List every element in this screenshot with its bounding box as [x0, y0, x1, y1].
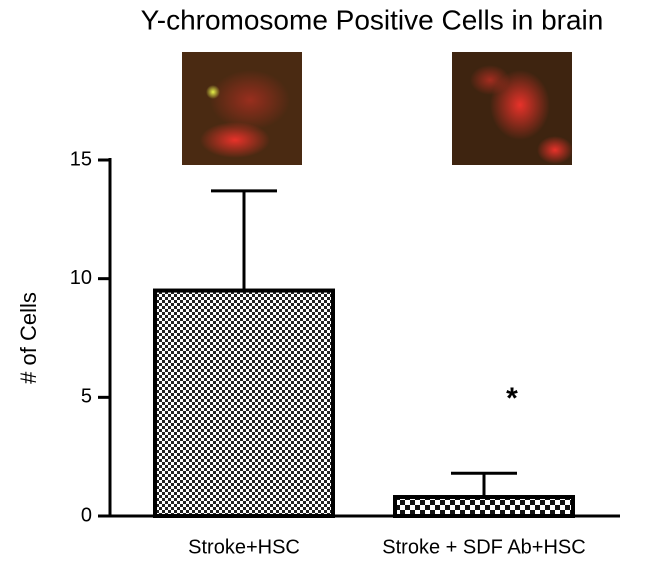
annotation: * — [506, 382, 518, 415]
y-tick-label: 15 — [70, 148, 92, 170]
chart-title: Y-chromosome Positive Cells in brain — [141, 4, 604, 35]
bar — [153, 288, 335, 518]
bar — [393, 495, 575, 519]
micrograph — [452, 52, 573, 165]
y-tick-label: 10 — [70, 267, 92, 289]
y-tick-label: 0 — [81, 504, 92, 526]
x-tick-label: Stroke+HSC — [188, 536, 300, 558]
y-axis-label: # of Cells — [16, 292, 41, 384]
y-tick-label: 5 — [81, 386, 92, 408]
micrograph — [182, 52, 302, 165]
x-tick-label: Stroke + SDF Ab+HSC — [382, 536, 585, 558]
